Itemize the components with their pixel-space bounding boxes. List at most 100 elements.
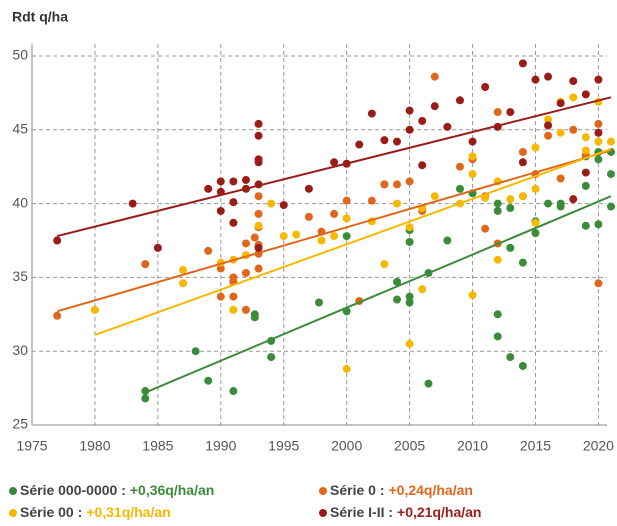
point: [304, 212, 313, 221]
point: [405, 106, 414, 115]
point: [241, 268, 250, 277]
point: [342, 214, 351, 223]
point: [607, 170, 615, 179]
point: [405, 237, 414, 246]
point: [518, 147, 527, 156]
legend-label: Série I-II : +0,21q/ha/an: [330, 504, 481, 520]
point: [241, 239, 250, 248]
point: [506, 353, 515, 362]
point: [90, 305, 99, 314]
y-tick-label: 50: [12, 47, 28, 63]
legend-trend: +0,36q/ha/an: [130, 482, 214, 498]
point: [141, 260, 150, 269]
point: [518, 158, 527, 167]
point: [544, 131, 553, 140]
legend-marker: [9, 487, 17, 495]
point: [424, 379, 433, 388]
point: [607, 202, 615, 211]
point: [518, 59, 527, 68]
point: [128, 199, 137, 208]
point: [455, 162, 464, 171]
legend-marker: [319, 509, 327, 517]
legend-label: Série 00 : +0,31q/ha/an: [20, 504, 171, 520]
point: [594, 75, 603, 84]
point: [531, 184, 540, 193]
point: [393, 199, 402, 208]
point: [355, 140, 364, 149]
point: [418, 161, 427, 170]
point: [493, 199, 502, 208]
point: [216, 292, 225, 301]
point: [229, 198, 238, 207]
point: [556, 174, 565, 183]
point: [393, 137, 402, 146]
point: [493, 332, 502, 341]
point: [493, 108, 502, 117]
point: [544, 121, 553, 130]
point: [254, 209, 263, 218]
x-tick-label: 1985: [142, 438, 173, 454]
trend-line: [56, 96, 612, 238]
point: [544, 72, 553, 81]
point: [330, 209, 339, 218]
point: [267, 199, 276, 208]
x-tick-label: 2015: [520, 438, 551, 454]
point: [53, 311, 62, 320]
y-tick-label: 25: [12, 416, 28, 432]
point: [153, 243, 162, 252]
point: [393, 295, 402, 304]
point: [367, 109, 376, 118]
point: [254, 264, 263, 273]
point: [481, 224, 490, 233]
legend-item: Série I-II : +0,21q/ha/an: [319, 504, 481, 520]
point: [569, 93, 578, 102]
legend-marker: [9, 509, 17, 517]
point: [581, 146, 590, 155]
point: [506, 243, 515, 252]
point: [468, 137, 477, 146]
point: [405, 177, 414, 186]
point: [531, 75, 540, 84]
point: [518, 258, 527, 267]
x-tick-label: 1975: [16, 438, 47, 454]
point: [304, 184, 313, 193]
point: [581, 168, 590, 177]
point: [581, 90, 590, 99]
point: [405, 339, 414, 348]
point: [556, 128, 565, 137]
point: [191, 347, 200, 356]
point: [241, 175, 250, 184]
point: [405, 298, 414, 307]
point: [581, 221, 590, 230]
point: [518, 192, 527, 201]
legend-label: Série 0 : +0,24q/ha/an: [330, 482, 473, 498]
point: [493, 255, 502, 264]
point: [314, 298, 323, 307]
point: [430, 192, 439, 201]
point: [250, 233, 259, 242]
point: [179, 266, 188, 275]
point: [204, 184, 213, 193]
point: [556, 99, 565, 108]
x-tick-label: 2020: [583, 438, 614, 454]
y-tick-label: 35: [12, 268, 28, 284]
point: [254, 221, 263, 230]
point: [418, 116, 427, 125]
legend-trend: +0,24q/ha/an: [388, 482, 472, 498]
x-tick-label: 1990: [205, 438, 236, 454]
legend-name: Série 0 :: [330, 482, 384, 498]
legend-name: Série 00 :: [20, 504, 82, 520]
point: [204, 376, 213, 385]
trend-line: [56, 149, 612, 313]
point: [141, 394, 150, 403]
point: [380, 136, 389, 145]
point: [455, 96, 464, 105]
point: [405, 292, 414, 301]
legend-label: Série 000-0000 : +0,36q/ha/an: [20, 482, 214, 498]
point: [594, 155, 603, 164]
point: [594, 128, 603, 137]
point: [229, 177, 238, 186]
point: [594, 220, 603, 229]
legend-item: Série 000-0000 : +0,36q/ha/an: [9, 482, 214, 498]
